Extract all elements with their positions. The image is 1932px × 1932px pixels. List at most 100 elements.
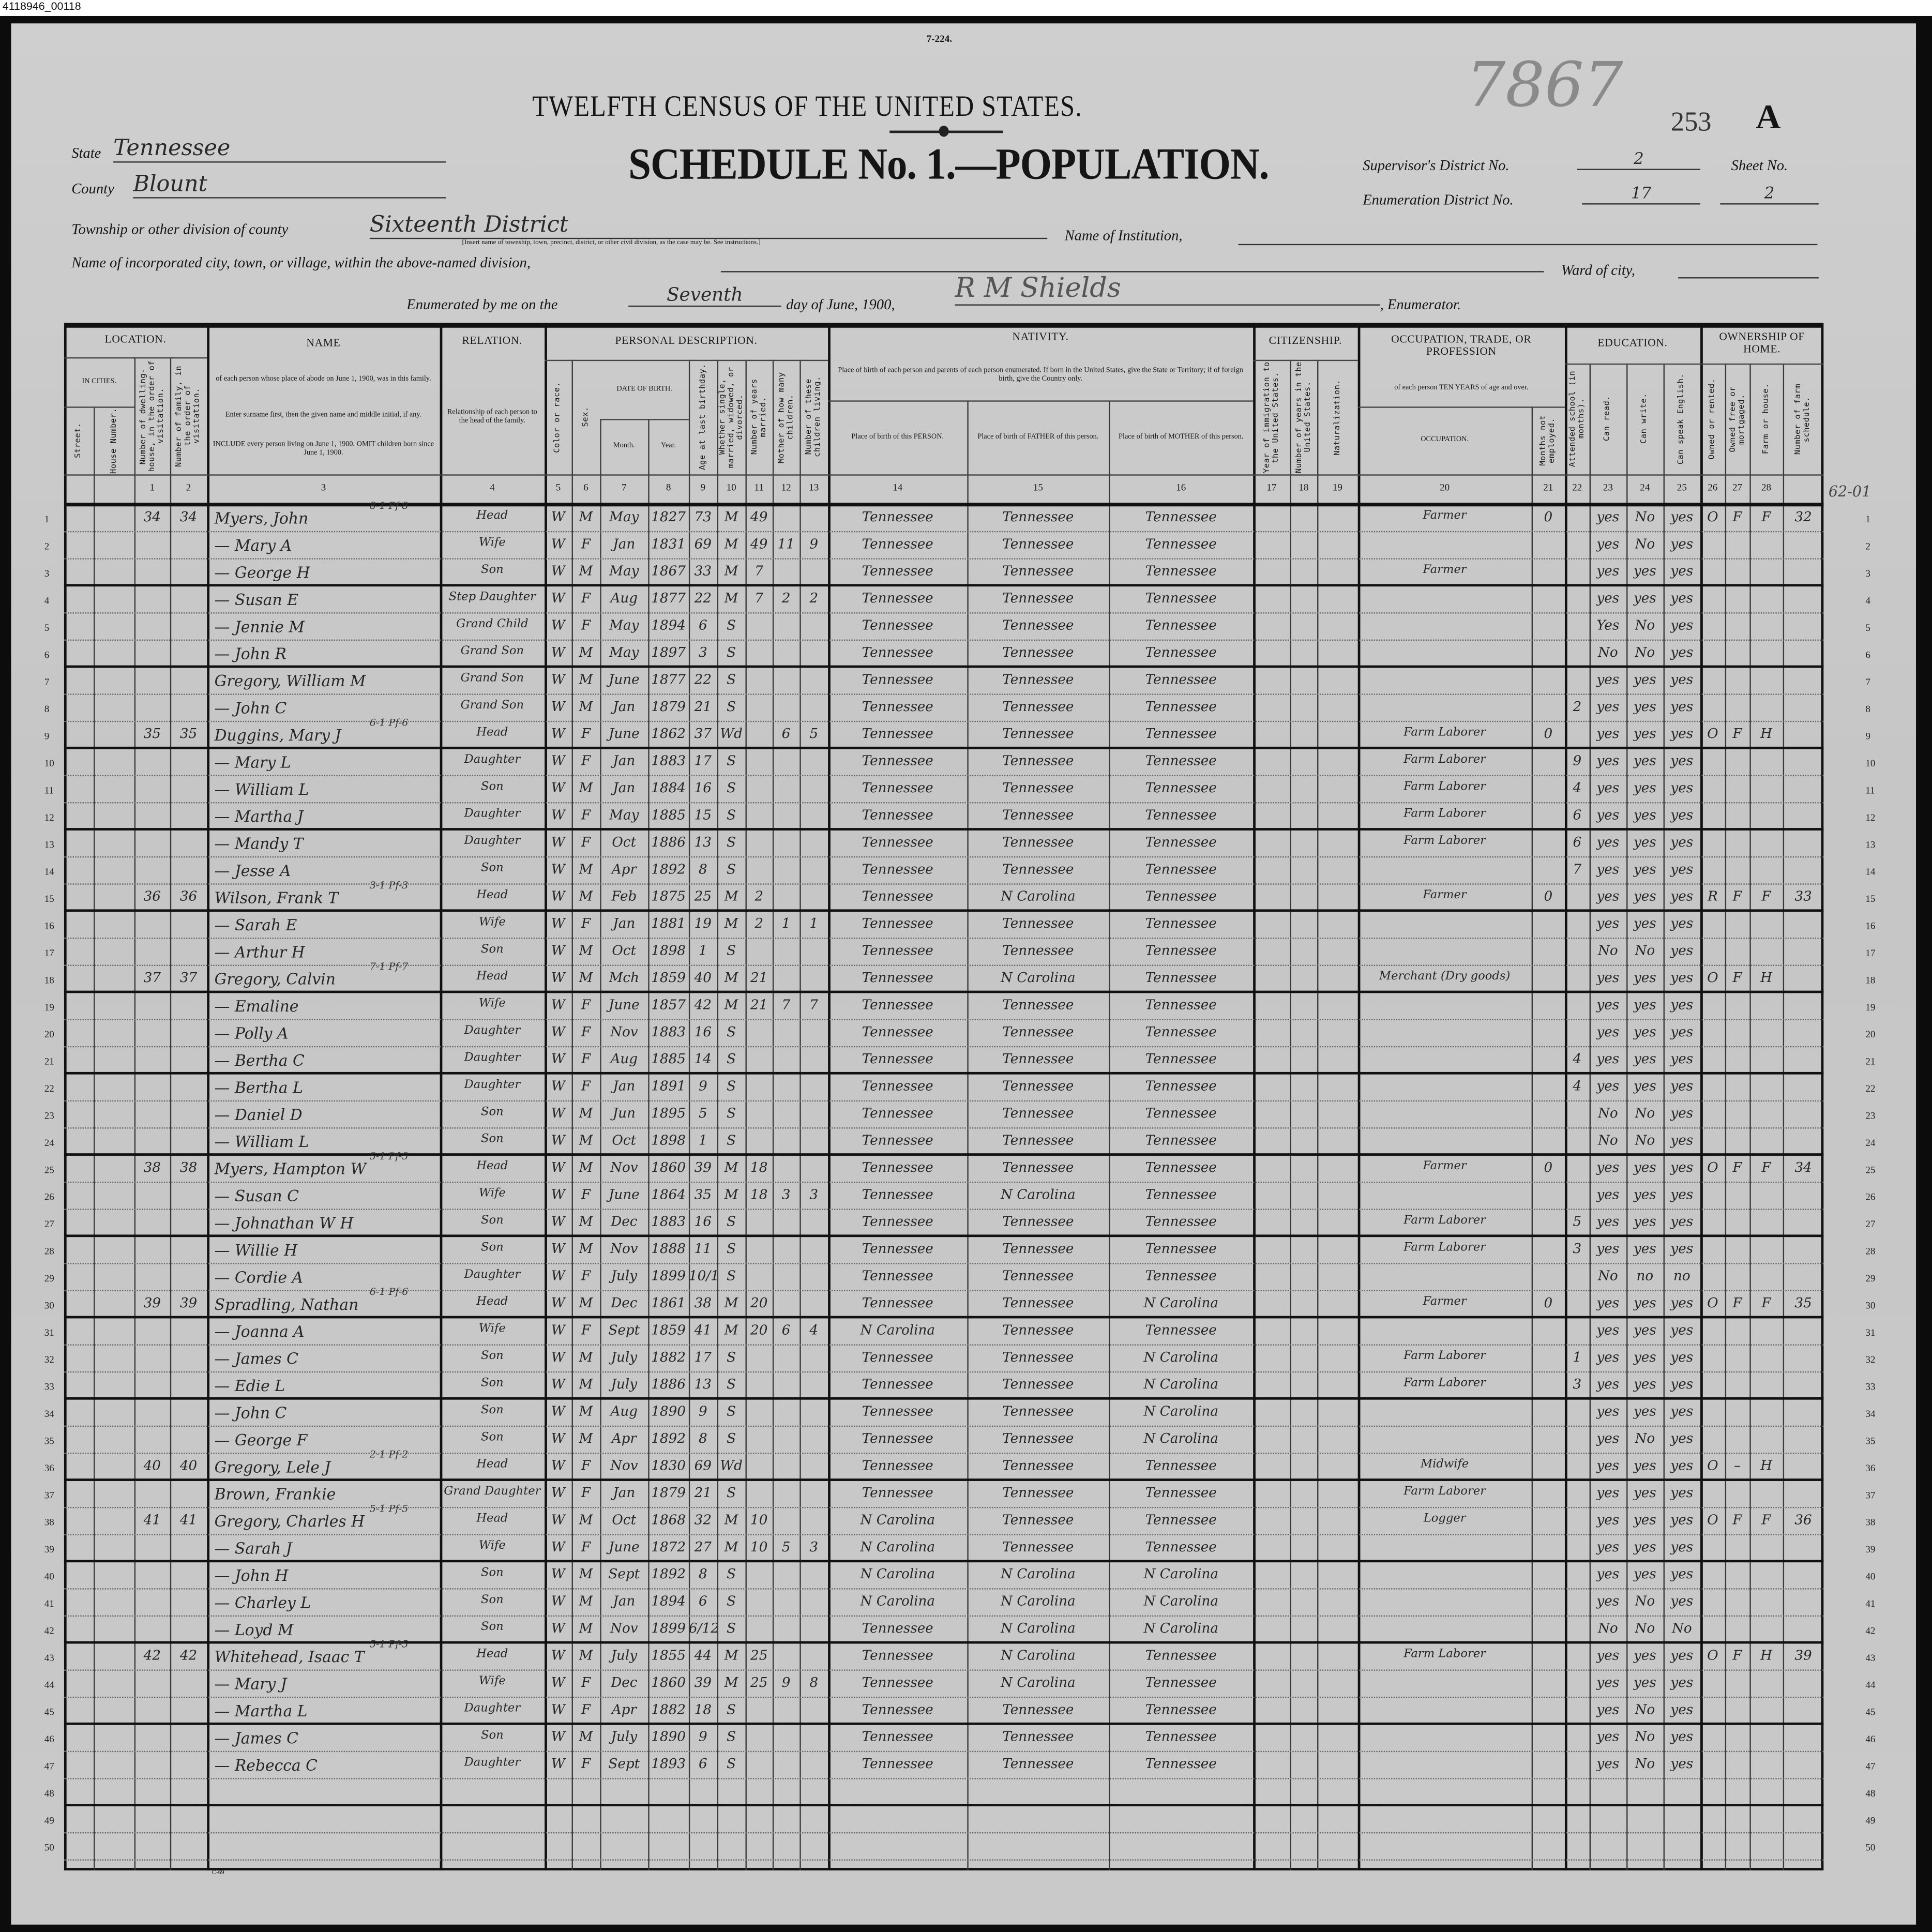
cell-owned-rented: O [1707, 1295, 1718, 1311]
column-divider [1589, 363, 1591, 1870]
cell-mother-birthplace: Tennessee [1145, 644, 1217, 661]
cell-relation: Head [476, 509, 508, 523]
table-row [64, 857, 1824, 885]
header-rule [545, 359, 828, 361]
cell-years-married: 20 [750, 1295, 768, 1311]
cell-year: 1895 [651, 1105, 686, 1122]
cell-birthplace: Tennessee [862, 1728, 933, 1745]
cell-can-write: No [1635, 1593, 1655, 1609]
line-number-left: 16 [44, 920, 54, 932]
cell-month: June [608, 997, 640, 1013]
cell-dwelling: 35 [143, 726, 161, 742]
cell-speaks-english: yes [1670, 997, 1694, 1013]
cell-can-read: yes [1596, 1078, 1620, 1094]
cell-can-read: yes [1596, 536, 1620, 552]
cell-color: W [551, 1674, 565, 1690]
cell-family: 34 [179, 509, 198, 525]
cell-can-read: yes [1596, 671, 1620, 688]
cell-name: — Willie H [214, 1241, 298, 1260]
cell-marital: M [724, 1322, 738, 1338]
cell-can-read: yes [1596, 1403, 1620, 1420]
cell-father-birthplace: Tennessee [1002, 1756, 1074, 1772]
cell-month: Oct [612, 834, 637, 851]
cell-occupation: Farmer [1423, 888, 1467, 902]
cell-speaks-english: yes [1670, 536, 1694, 552]
cell-school-months: 2 [1573, 698, 1582, 715]
header-farm-schedule: Number of farm schedule. [1783, 364, 1824, 474]
cell-relation: Son [480, 1403, 504, 1417]
column-number-text: 2 [186, 481, 191, 493]
cell-sex: F [581, 997, 591, 1013]
line-number-left: 27 [44, 1218, 54, 1230]
line-number-left: 8 [44, 703, 50, 715]
cell-speaks-english: No [1671, 1620, 1692, 1637]
cell-sex: F [581, 1485, 591, 1501]
cell-father-birthplace: Tennessee [1002, 1728, 1074, 1745]
cell-month: Apr [611, 861, 637, 878]
cell-month: Dec [611, 1213, 638, 1230]
header-speaks-english-text: Can speak English. [1676, 373, 1686, 465]
cell-marital: S [727, 1430, 736, 1447]
line-number-right: 43 [1865, 1652, 1876, 1664]
cell-sex: F [581, 807, 591, 823]
cell-relation: Head [476, 1457, 508, 1471]
cell-color: W [551, 644, 565, 661]
cell-age: 21 [694, 698, 712, 715]
column-divider [134, 357, 136, 1870]
cell-relation: Grand Son [460, 698, 524, 713]
cell-name: — Mary L [214, 752, 291, 772]
cell-free-mortgaged: – [1733, 1457, 1741, 1474]
cell-father-birthplace: Tennessee [1002, 1241, 1074, 1257]
header-children-living: Number of these children living. [799, 360, 828, 475]
line-number-left: 1 [44, 514, 50, 525]
cell-year: 1898 [651, 942, 686, 959]
cell-father-birthplace: Tennessee [1002, 1213, 1074, 1230]
cell-color: W [551, 1566, 565, 1582]
cell-relation: Grand Son [460, 671, 524, 685]
cell-dwelling: 38 [143, 1159, 161, 1176]
column-number: 2 [170, 474, 207, 503]
cell-birthplace: Tennessee [862, 834, 933, 851]
cell-speaks-english: yes [1670, 617, 1694, 633]
table-row [64, 1318, 1824, 1346]
cell-can-read: yes [1596, 726, 1620, 742]
cell-month: Jan [613, 915, 636, 932]
line-number-right: 11 [1865, 784, 1875, 796]
cell-can-read: yes [1596, 807, 1620, 823]
cell-color: W [551, 807, 565, 823]
line-number-right: 37 [1865, 1489, 1876, 1501]
cell-marital: S [727, 671, 736, 688]
cell-owned-rented: R [1707, 888, 1718, 904]
cell-can-read: No [1597, 644, 1618, 661]
column-number-text: 27 [1732, 481, 1743, 493]
table-row [64, 641, 1824, 668]
cell-age: 5 [698, 1105, 707, 1122]
cell-name: — Joanna A [214, 1322, 305, 1341]
cell-can-write: yes [1633, 1349, 1656, 1365]
cell-can-read: yes [1596, 1159, 1620, 1176]
cell-month: Sept [608, 1322, 640, 1338]
line-number-right: 29 [1865, 1273, 1876, 1284]
cell-farm-schedule: 34 [1794, 1159, 1812, 1176]
cell-sex: M [579, 1213, 593, 1230]
cell-mother-birthplace: N Carolina [1143, 1593, 1219, 1609]
cell-birthplace: Tennessee [862, 1295, 933, 1311]
header-immigration-text: Year of immigration to the United States… [1261, 361, 1280, 473]
cell-age: 69 [694, 1457, 712, 1474]
cell-farm-schedule: 32 [1794, 509, 1812, 525]
table-row [64, 1264, 1824, 1292]
cell-father-birthplace: Tennessee [1002, 1322, 1074, 1338]
line-number-left: 26 [44, 1191, 54, 1203]
column-number: 1 [134, 474, 170, 503]
cell-marital: M [724, 997, 738, 1013]
cell-children-born: 1 [781, 915, 791, 932]
cell-year: 1879 [651, 698, 686, 715]
cell-month: Nov [610, 1620, 638, 1637]
header-occupation-desc-text: of each person TEN YEARS of age and over… [1394, 384, 1529, 391]
cell-age: 6 [698, 617, 707, 633]
cell-farm-house: H [1760, 1647, 1772, 1664]
cell-mother-birthplace: Tennessee [1145, 1756, 1217, 1772]
table-row [64, 912, 1824, 939]
cell-name: Spradling, Nathan [214, 1295, 359, 1314]
cell-relation: Head [476, 1159, 508, 1173]
